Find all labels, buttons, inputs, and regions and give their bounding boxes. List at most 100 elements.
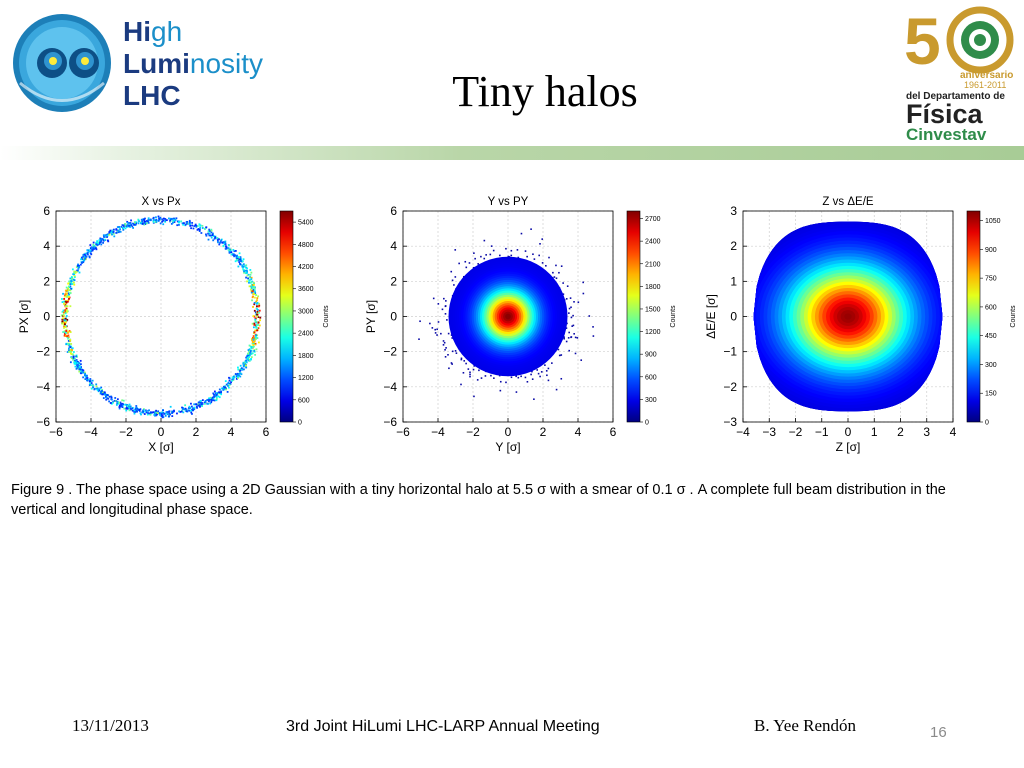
halo-point <box>237 375 239 378</box>
halo-point <box>68 285 70 288</box>
beam-point <box>443 341 446 344</box>
beam-point <box>440 332 442 335</box>
title-divider-band <box>0 146 1024 160</box>
colorbar-tick-label: 450 <box>985 333 997 340</box>
beam-point <box>446 319 448 321</box>
halo-point <box>67 310 69 313</box>
svg-text:Cinvestav: Cinvestav <box>906 125 987 142</box>
halo-point <box>72 358 75 361</box>
halo-point <box>239 364 242 367</box>
halo-point <box>67 349 70 352</box>
beam-point <box>436 334 438 336</box>
halo-point <box>89 380 92 383</box>
halo-point <box>210 231 213 234</box>
x-tick-label: 0 <box>845 425 852 439</box>
halo-point <box>232 378 235 381</box>
beam-point <box>536 369 539 371</box>
beam-point <box>450 270 453 273</box>
halo-point <box>166 411 169 413</box>
halo-point <box>237 368 240 371</box>
halo-point <box>224 385 227 388</box>
halo-point <box>244 269 247 272</box>
halo-point <box>152 411 155 414</box>
beam-point <box>463 360 466 362</box>
halo-point <box>68 292 70 295</box>
halo-point <box>64 323 66 326</box>
halo-point <box>161 414 164 417</box>
halo-point <box>143 220 146 223</box>
halo-point <box>209 234 212 237</box>
colorbar-tick-label: 4800 <box>298 242 314 249</box>
halo-point <box>76 361 79 364</box>
halo-point <box>145 222 148 225</box>
halo-point <box>69 305 72 308</box>
halo-point <box>256 305 258 308</box>
halo-point <box>133 410 136 413</box>
halo-point <box>251 342 254 345</box>
beam-point <box>474 257 476 260</box>
halo-point <box>245 361 248 364</box>
halo-point <box>110 396 113 399</box>
halo-point <box>75 360 78 363</box>
halo-point <box>91 249 94 252</box>
beam-point <box>460 357 463 360</box>
beam-point <box>558 354 561 357</box>
halo-point <box>257 316 260 319</box>
colorbar-tick-label: 2400 <box>298 331 314 338</box>
halo-point <box>217 241 219 244</box>
colorbar-label: Counts <box>670 305 677 328</box>
halo-point <box>208 400 210 403</box>
halo-point <box>241 265 244 268</box>
halo-point <box>185 408 188 411</box>
beam-point <box>565 298 568 300</box>
halo-point <box>164 412 167 415</box>
halo-point <box>107 397 110 400</box>
halo-point <box>126 221 129 224</box>
beam-point <box>429 322 431 325</box>
halo-point <box>207 232 210 235</box>
halo-point <box>256 309 259 311</box>
halo-point <box>215 399 218 402</box>
halo-point <box>224 386 226 389</box>
halo-point <box>253 349 256 351</box>
halo-point <box>75 355 77 358</box>
halo-point <box>173 219 175 222</box>
halo-point <box>75 367 78 370</box>
halo-point <box>148 409 150 412</box>
halo-point <box>250 338 253 340</box>
halo-point <box>137 222 140 225</box>
halo-point <box>146 413 149 416</box>
halo-point <box>122 399 125 402</box>
halo-point <box>253 331 256 334</box>
halo-point <box>78 368 81 371</box>
y-tick-label: 0 <box>390 310 397 324</box>
beam-point <box>524 250 527 252</box>
colorbar-tick-label: 300 <box>645 397 657 404</box>
halo-point <box>208 399 210 401</box>
y-tick-label: 4 <box>390 239 397 253</box>
halo-point <box>72 281 75 284</box>
halo-point <box>252 326 255 329</box>
colorbar-tick-label: 3000 <box>298 308 314 315</box>
halo-point <box>131 225 134 228</box>
halo-point <box>103 238 106 241</box>
halo-point <box>195 403 198 406</box>
halo-point <box>168 415 170 418</box>
halo-point <box>246 274 249 277</box>
halo-point <box>63 314 65 317</box>
halo-point <box>193 225 196 227</box>
y-axis-label: ΔE/E [σ] <box>704 294 718 339</box>
beam-point <box>467 368 470 370</box>
halo-point <box>192 409 194 412</box>
halo-point <box>219 241 221 244</box>
halo-point <box>218 391 221 394</box>
halo-point <box>145 411 148 414</box>
halo-point <box>225 383 228 386</box>
halo-point <box>256 310 259 313</box>
halo-point <box>249 350 252 352</box>
halo-point <box>75 266 78 268</box>
halo-point <box>61 318 64 321</box>
halo-point <box>231 379 233 382</box>
halo-point <box>68 292 71 295</box>
halo-point <box>70 349 73 351</box>
